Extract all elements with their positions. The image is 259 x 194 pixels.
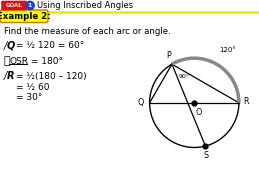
Text: = ½(180 – 120): = ½(180 – 120)	[13, 72, 87, 81]
Text: Using Inscribed Angles: Using Inscribed Angles	[37, 1, 133, 10]
Text: P: P	[167, 51, 171, 60]
Text: 90°: 90°	[178, 74, 189, 79]
FancyBboxPatch shape	[0, 10, 48, 23]
Text: /: /	[4, 71, 7, 81]
Text: = ½ 120 = 60°: = ½ 120 = 60°	[13, 42, 84, 50]
Text: GOAL: GOAL	[6, 3, 22, 8]
FancyBboxPatch shape	[1, 1, 27, 10]
Text: Q: Q	[7, 41, 15, 51]
Text: /: /	[4, 41, 7, 51]
Text: 1: 1	[28, 3, 32, 8]
Circle shape	[26, 1, 34, 10]
Text: 120°: 120°	[219, 47, 236, 53]
Text: Q: Q	[138, 98, 144, 107]
Text: = 30°: = 30°	[16, 94, 42, 102]
Text: S: S	[204, 151, 209, 160]
Text: = ½ 60: = ½ 60	[16, 82, 49, 92]
Text: ⌢: ⌢	[4, 56, 11, 66]
Text: O: O	[196, 108, 202, 117]
Text: Example 2:: Example 2:	[0, 12, 51, 21]
Text: R: R	[7, 71, 15, 81]
Text: OSR: OSR	[9, 56, 28, 66]
Text: R: R	[243, 97, 248, 107]
Text: = 180°: = 180°	[28, 56, 63, 66]
Text: Find the measure of each arc or angle.: Find the measure of each arc or angle.	[4, 27, 171, 36]
